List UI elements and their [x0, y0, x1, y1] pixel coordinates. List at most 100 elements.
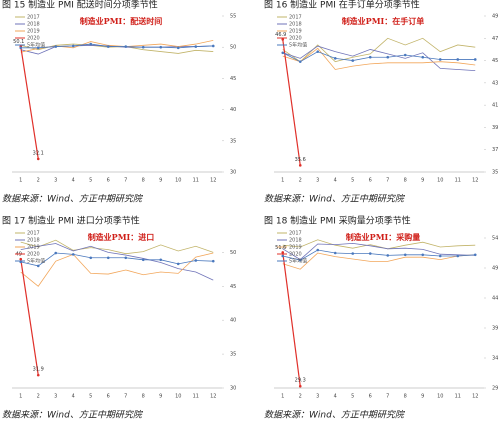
chart-title: 制造业PMI：进口	[88, 232, 155, 242]
point	[438, 58, 442, 61]
series-line	[20, 39, 214, 53]
x-tick-label: 11	[455, 394, 461, 400]
x-tick-label: 6	[369, 394, 372, 400]
y-tick-label: 50	[230, 250, 236, 256]
point	[194, 45, 198, 48]
y-tick-label: 35	[492, 170, 498, 176]
x-tick-label: 4	[72, 178, 75, 184]
legend-label: 5年均值	[289, 258, 307, 265]
legend-label: 2020	[27, 252, 40, 258]
value-label: 32.1	[33, 150, 44, 156]
y-tick-label: 49	[492, 14, 498, 20]
point	[456, 254, 460, 258]
point	[281, 251, 285, 254]
x-tick-label: 11	[193, 178, 199, 184]
point	[281, 38, 285, 41]
legend-label: 2017	[27, 15, 40, 21]
x-tick-label: 6	[107, 178, 110, 184]
y-tick-label: 30	[230, 386, 236, 392]
point	[298, 384, 302, 388]
legend-label: 2017	[27, 231, 40, 237]
point	[473, 253, 477, 257]
x-tick-label: 7	[124, 394, 127, 400]
y-tick-label: 45	[230, 284, 236, 290]
x-tick-label: 2	[37, 178, 40, 184]
x-tick-label: 7	[386, 178, 389, 184]
source: 数据来源：Wind、方正中期研究院	[264, 194, 406, 205]
x-tick-label: 12	[472, 394, 478, 400]
x-tick-label: 1	[281, 178, 284, 184]
value-label: 51.6	[275, 245, 286, 251]
point	[19, 46, 23, 50]
x-tick-label: 8	[404, 394, 407, 400]
x-tick-label: 9	[159, 394, 162, 400]
x-tick-label: 5	[89, 394, 92, 400]
point	[368, 252, 372, 255]
y-tick-label: 37	[492, 147, 498, 153]
point	[54, 45, 58, 48]
point	[351, 252, 355, 255]
chart-title: 制造业PMI：在手订单	[342, 16, 425, 26]
point	[71, 44, 75, 48]
y-tick-label: 29	[492, 386, 498, 392]
x-tick-label: 3	[316, 178, 319, 184]
point	[281, 254, 285, 258]
x-tick-label: 11	[193, 394, 199, 400]
legend-label: 5年均值	[27, 42, 45, 49]
x-tick-label: 5	[351, 394, 354, 400]
x-tick-label: 4	[334, 394, 337, 400]
point	[36, 264, 40, 268]
series-line	[20, 259, 39, 376]
series-line	[282, 51, 476, 63]
point	[194, 259, 198, 262]
legend-label: 5年均值	[289, 42, 307, 49]
x-tick-label: 12	[210, 394, 216, 400]
point	[19, 257, 23, 261]
legend-label: 2018	[289, 238, 302, 244]
y-tick-label: 39	[492, 326, 498, 332]
x-tick-label: 8	[404, 178, 407, 184]
y-tick-label: 35	[230, 352, 236, 358]
legend-label: 2020	[289, 252, 302, 258]
y-tick-label: 41	[492, 103, 498, 109]
x-tick-label: 5	[351, 178, 354, 184]
series-line	[282, 39, 301, 166]
point	[298, 164, 302, 167]
point	[211, 259, 215, 263]
legend-label: 2019	[289, 29, 302, 35]
y-tick-label: 47	[492, 36, 498, 42]
chart-title: 制造业PMI：配送时间	[80, 16, 163, 26]
caption: 图 15 制造业 PMI 配送时间分项季节性	[2, 0, 158, 11]
x-tick-label: 8	[142, 178, 145, 184]
legend-label: 5年均值	[27, 258, 45, 265]
point	[421, 253, 425, 257]
y-tick-label: 35	[230, 138, 236, 144]
y-tick-label: 50	[230, 45, 236, 51]
point	[333, 251, 337, 255]
point	[473, 58, 477, 61]
x-tick-label: 2	[37, 394, 40, 400]
x-tick-label: 6	[369, 178, 372, 184]
point	[386, 55, 390, 59]
x-tick-label: 3	[54, 178, 57, 184]
series-line	[282, 252, 301, 387]
x-tick-label: 8	[142, 394, 145, 400]
point	[106, 45, 110, 48]
point	[54, 251, 58, 255]
point	[351, 59, 355, 62]
y-tick-label: 43	[492, 80, 498, 86]
legend-label: 2019	[289, 245, 302, 251]
legend-label: 2020	[27, 36, 40, 42]
legend-label: 2019	[27, 245, 40, 251]
x-tick-label: 7	[124, 178, 127, 184]
value-label: 29.3	[295, 378, 306, 384]
y-tick-label: 55	[230, 14, 236, 20]
x-tick-label: 11	[455, 178, 461, 184]
x-tick-label: 9	[421, 394, 424, 400]
value-label: 35.6	[295, 157, 306, 163]
x-tick-label: 5	[89, 178, 92, 184]
x-tick-label: 10	[175, 394, 181, 400]
x-tick-label: 6	[107, 394, 110, 400]
legend-label: 2017	[289, 15, 302, 21]
series-line	[282, 242, 476, 261]
